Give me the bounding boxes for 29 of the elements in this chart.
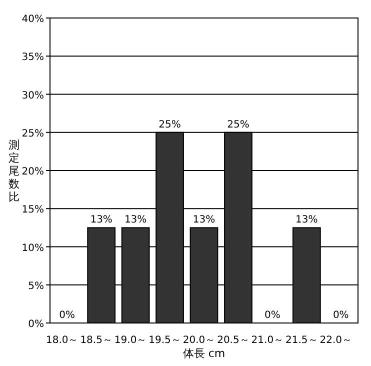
data-label: 0% xyxy=(264,310,280,321)
x-tick-label: 18.5～ xyxy=(80,335,112,346)
y-tick-label: 10% xyxy=(22,242,44,254)
y-tick-label: 5% xyxy=(28,280,44,292)
y-tick-label: 15% xyxy=(22,204,44,216)
y-tick-label: 35% xyxy=(22,52,44,64)
x-tick-label: 18.0～ xyxy=(46,335,78,346)
data-label: 0% xyxy=(332,310,349,321)
x-axis-title: 体長 cm xyxy=(182,347,226,360)
data-label: 25% xyxy=(158,119,181,130)
y-tick-label: 30% xyxy=(22,90,44,102)
x-tick-label: 20.5～ xyxy=(217,335,250,346)
x-tick-label: 20.0～ xyxy=(182,335,216,346)
data-label: 0% xyxy=(59,310,76,321)
x-tick-label: 21.0～ xyxy=(251,335,284,346)
y-tick-label: 25% xyxy=(22,128,44,140)
data-label: 13% xyxy=(192,214,216,226)
y-axis-title: 測定尾数比 xyxy=(8,138,20,204)
x-tick-label: 19.0～ xyxy=(114,335,147,346)
data-label: 13% xyxy=(296,214,318,226)
data-label: 25% xyxy=(227,119,250,130)
x-tick-label: 21.5～ xyxy=(286,335,318,346)
data-label: 13% xyxy=(124,214,147,226)
data-label: 13% xyxy=(90,214,112,226)
x-tick-label: 19.5～ xyxy=(148,335,181,346)
y-tick-label: 0% xyxy=(28,319,44,330)
y-tick-label: 20% xyxy=(22,166,44,178)
y-tick-label: 40% xyxy=(22,14,44,25)
x-tick-label: 22.0～ xyxy=(320,335,352,346)
